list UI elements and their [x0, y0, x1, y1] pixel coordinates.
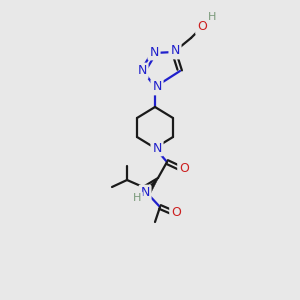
Polygon shape [144, 178, 158, 195]
Text: H: H [208, 12, 216, 22]
Text: H: H [133, 193, 141, 203]
Text: N: N [152, 142, 162, 154]
Text: O: O [171, 206, 181, 220]
Text: N: N [140, 187, 150, 200]
Text: N: N [137, 64, 147, 77]
Text: O: O [179, 163, 189, 176]
Text: N: N [170, 44, 180, 58]
Text: O: O [197, 20, 207, 34]
Text: N: N [152, 80, 162, 94]
Text: N: N [149, 46, 159, 59]
